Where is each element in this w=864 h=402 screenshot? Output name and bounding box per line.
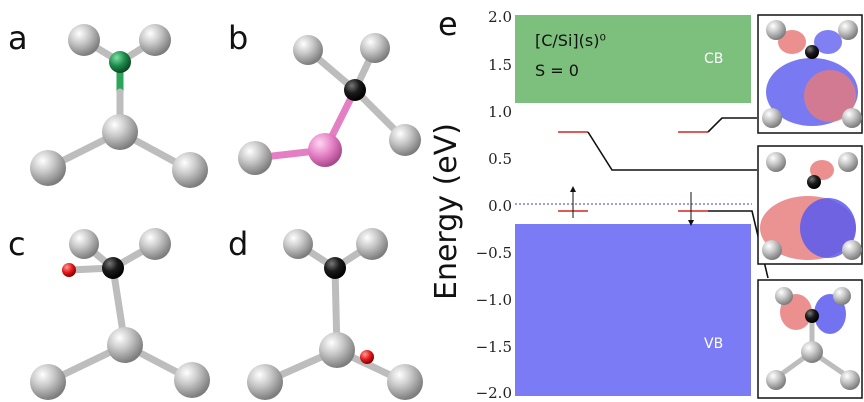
- valence-band: [515, 224, 751, 396]
- panel-label-c: c: [8, 225, 26, 263]
- si-atom: [356, 228, 388, 260]
- si-atom: [174, 362, 210, 398]
- tick-label: −1.5: [476, 338, 512, 356]
- spin-label: S = 0: [535, 61, 579, 80]
- panel-label-a: a: [8, 19, 28, 57]
- orbital-inset-3: [757, 279, 863, 399]
- carbon-atom: [324, 257, 346, 279]
- orbital-inset-2: [757, 145, 863, 265]
- si-atom: [139, 24, 171, 56]
- si-atom: [283, 229, 313, 259]
- oxygen-atom: [360, 350, 374, 364]
- si-atom: [319, 332, 355, 368]
- y-axis-label: Energy (eV): [429, 123, 464, 300]
- si-atom: [172, 152, 208, 188]
- structure-c: [30, 228, 210, 400]
- tick-label: 1.5: [488, 56, 512, 74]
- orbital-inset-1: [757, 14, 863, 134]
- structure-d: [247, 228, 423, 400]
- panel-label-b: b: [228, 19, 249, 57]
- panel-label-d: d: [228, 225, 249, 263]
- si-atom: [30, 364, 66, 400]
- tick-label: −2.0: [476, 384, 512, 402]
- si-atom: [360, 33, 390, 63]
- system-label: [C/Si](s)⁰: [535, 31, 606, 50]
- si-atom: [387, 364, 423, 400]
- si-atom: [389, 124, 421, 156]
- carbon-atom: [102, 257, 124, 279]
- tick-label: 0.5: [488, 150, 512, 168]
- conduction-band: [515, 15, 751, 103]
- si-atom: [247, 364, 283, 400]
- structure-a: [30, 24, 208, 188]
- vb-label: VB: [704, 336, 723, 352]
- spin-up-arrow: [570, 186, 576, 218]
- tick-label: 0.0: [488, 197, 512, 215]
- si-atom: [30, 150, 66, 186]
- structure-b: [238, 33, 421, 175]
- oxygen-atom: [62, 263, 76, 277]
- y-ticks: 2.0 1.5 1.0 0.5 0.0 −0.5 −1.0 −1.5 −2.0: [476, 8, 512, 402]
- panel-label-e: e: [438, 5, 458, 43]
- dopant-atom: [109, 51, 131, 73]
- si-atom: [69, 229, 99, 259]
- carbon-atom: [344, 79, 366, 101]
- si-atom: [107, 327, 143, 363]
- tick-label: 1.0: [488, 103, 512, 121]
- si-atom: [102, 114, 138, 150]
- si-atom: [139, 228, 171, 260]
- tick-label: −0.5: [476, 244, 512, 262]
- cb-label: CB: [704, 51, 723, 67]
- si-atom: [68, 24, 100, 56]
- tick-label: 2.0: [488, 8, 512, 26]
- spin-down-arrow: [688, 192, 694, 226]
- si-atom: [238, 141, 272, 175]
- tick-label: −1.0: [476, 291, 512, 309]
- pink-atom: [308, 133, 342, 167]
- energy-diagram: Energy (eV) 2.0 1.5 1.0 0.5 0.0 −0.5 −1.…: [429, 8, 769, 402]
- si-atom: [293, 35, 323, 65]
